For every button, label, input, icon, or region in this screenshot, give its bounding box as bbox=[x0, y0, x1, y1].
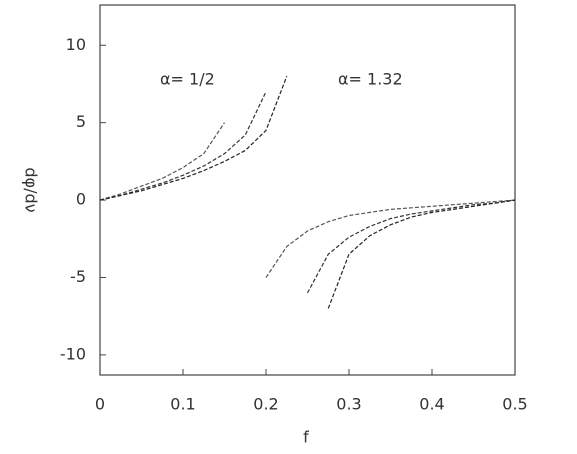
y-tick-label: -10 bbox=[60, 344, 86, 363]
data-line bbox=[99, 91, 516, 294]
y-tick-label: -5 bbox=[70, 267, 86, 286]
data-line bbox=[99, 122, 516, 278]
annotation: α= 1/2 bbox=[160, 70, 215, 89]
y-tick-label: 5 bbox=[76, 112, 86, 131]
plot-frame bbox=[99, 4, 516, 376]
data-line bbox=[99, 75, 516, 309]
y-axis-label: dφ/dν bbox=[22, 167, 41, 212]
x-tick-label: 0 bbox=[95, 395, 105, 414]
x-tick-label: 0.4 bbox=[419, 395, 444, 414]
x-tick-label: 0.1 bbox=[170, 395, 195, 414]
y-tick-label: 0 bbox=[76, 190, 86, 209]
x-tick-label: 0.2 bbox=[253, 395, 278, 414]
y-tick-label: 10 bbox=[66, 35, 86, 54]
x-axis-label: f bbox=[303, 428, 309, 447]
x-tick-label: 0.3 bbox=[336, 395, 361, 414]
annotation: α= 1.32 bbox=[338, 70, 403, 89]
x-tick-label: 0.5 bbox=[502, 395, 527, 414]
